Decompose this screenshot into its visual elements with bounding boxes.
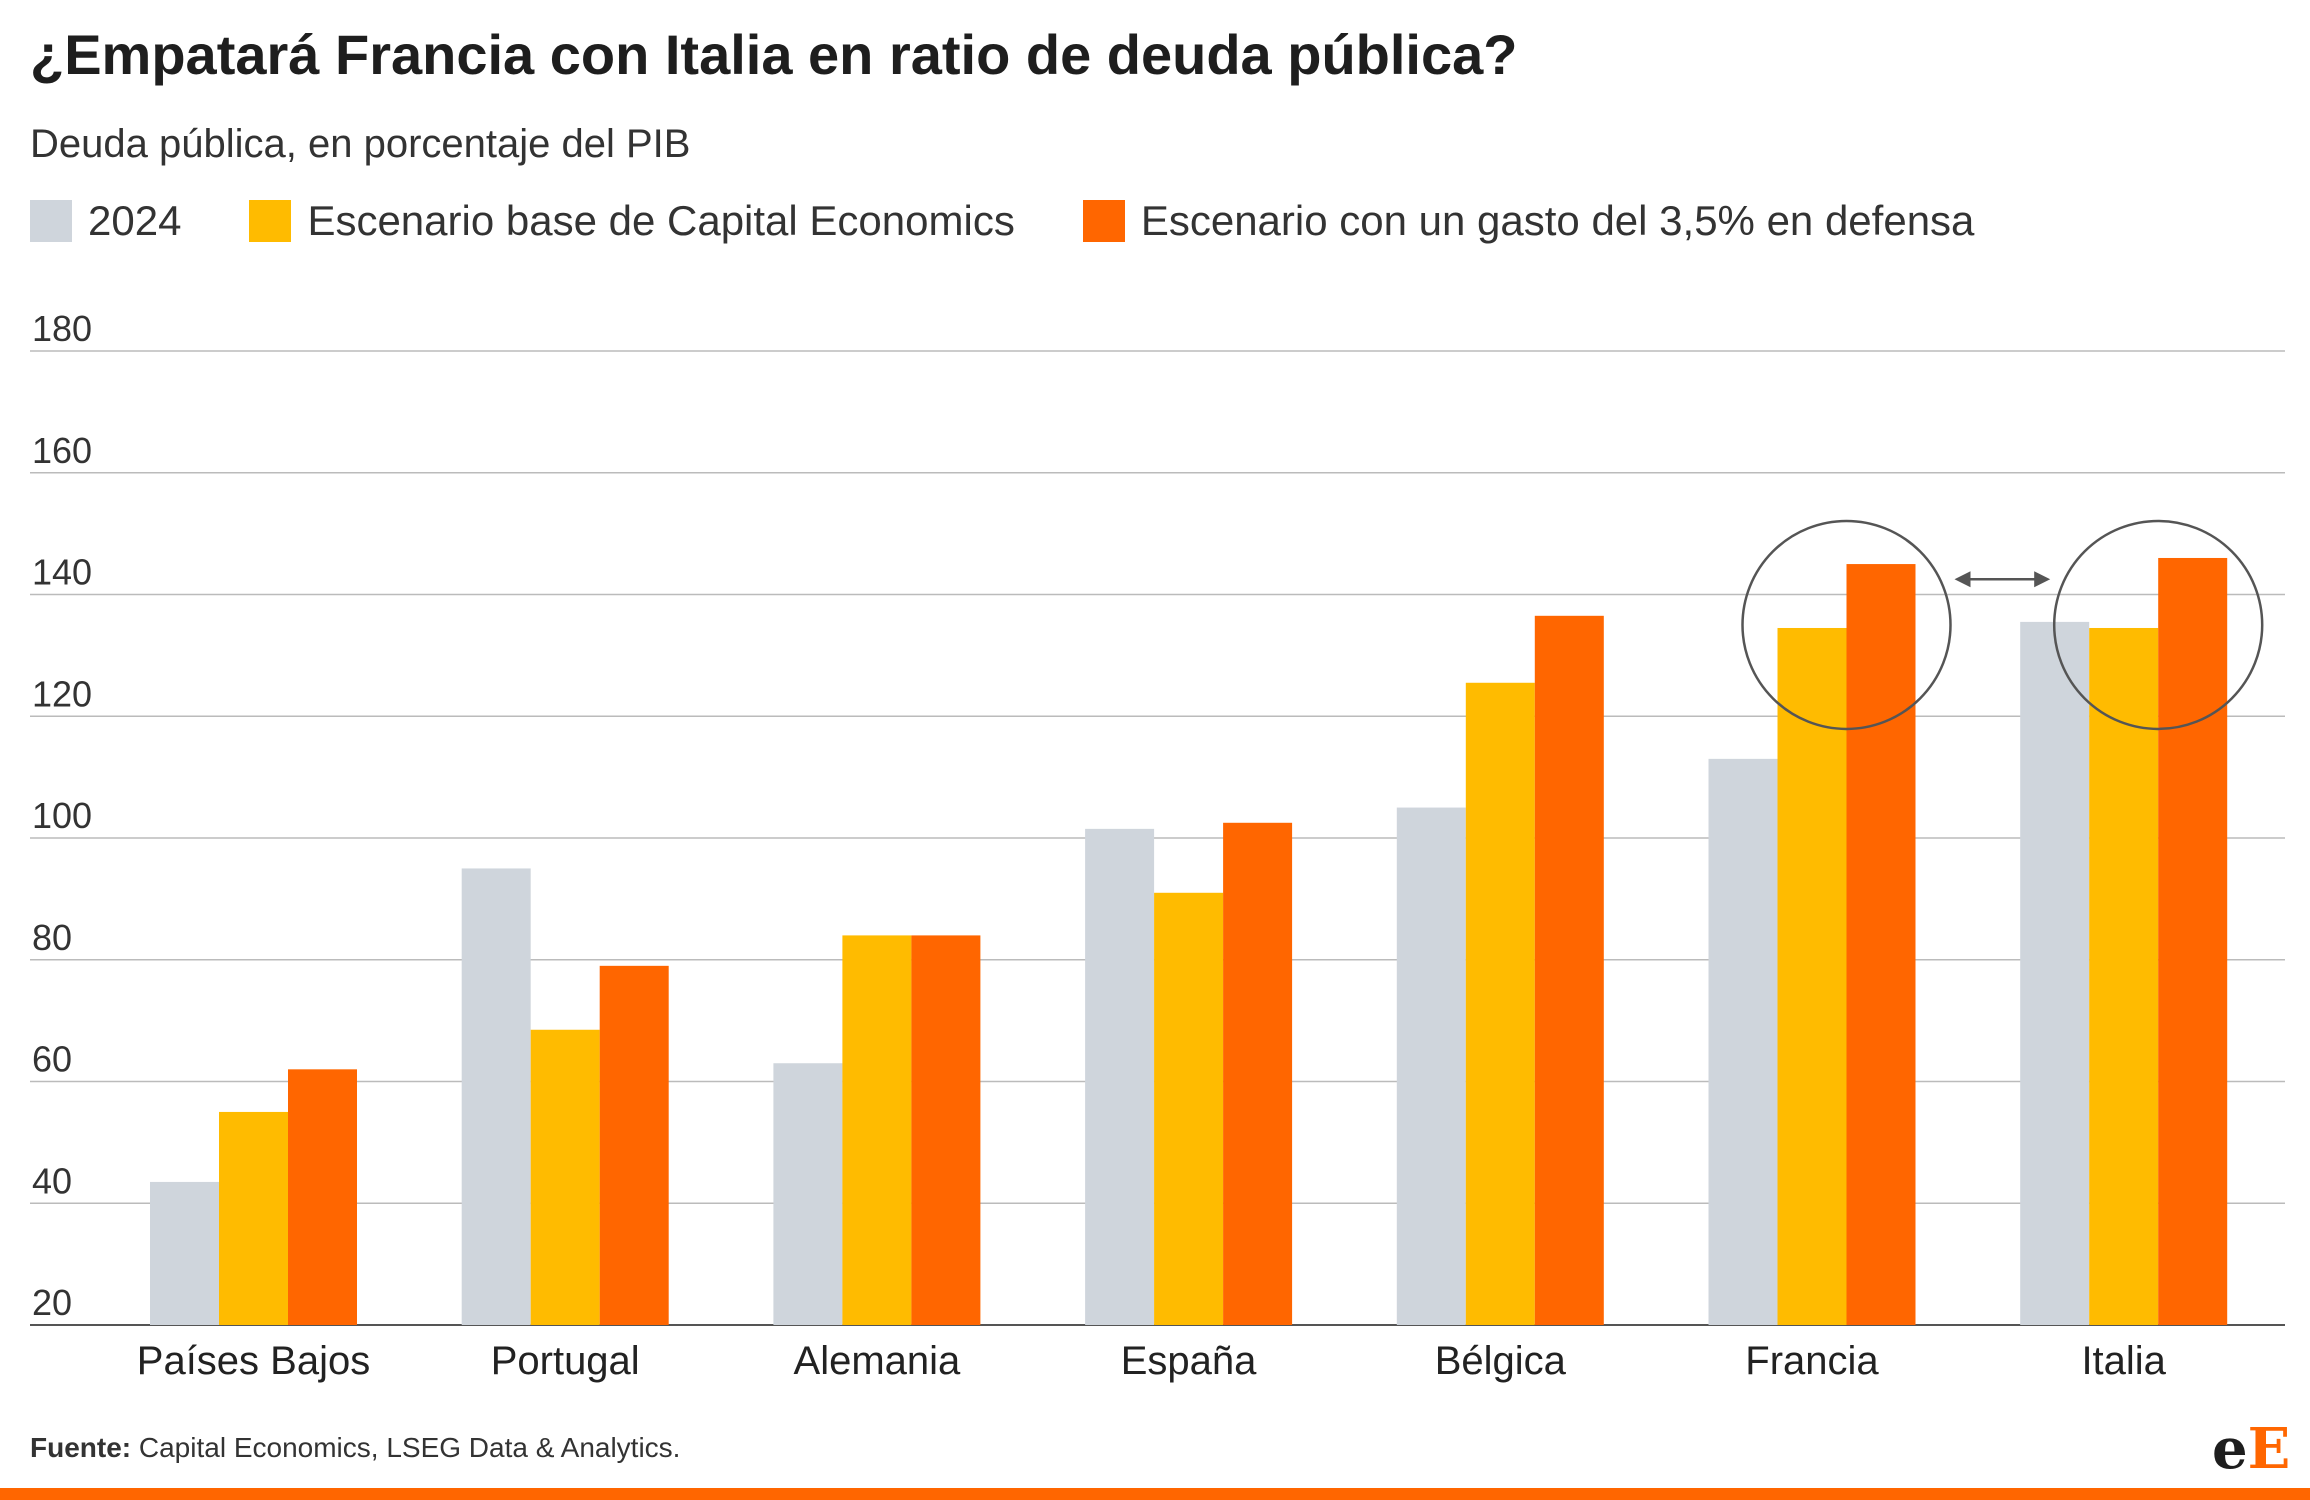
y-tick-label: 120 <box>32 673 92 714</box>
bar <box>1396 807 1466 1325</box>
y-tick-label: 40 <box>32 1160 72 1201</box>
footer-accent-bar <box>0 1488 2310 1500</box>
bar <box>461 868 531 1325</box>
arrow-head-left <box>1954 571 1971 588</box>
chart-subtitle: Deuda pública, en porcentaje del PIB <box>30 122 691 166</box>
y-tick-label: 60 <box>32 1039 72 1080</box>
bar <box>911 935 981 1325</box>
legend-label-defense: Escenario con un gasto del 3,5% en defen… <box>1140 197 1975 244</box>
legend-item-2024: 2024 <box>30 197 181 245</box>
highlight-circle <box>1741 519 1952 731</box>
y-tick-label: 140 <box>32 552 92 593</box>
source-prefix: Fuente: <box>30 1432 132 1463</box>
bar <box>773 1063 843 1325</box>
logo-part-2: E <box>2247 1416 2291 1482</box>
bar <box>1534 615 1604 1325</box>
chart-title: ¿Empatará Francia con Italia en ratio de… <box>30 23 1518 86</box>
bar <box>150 1181 219 1325</box>
y-tick-label: 20 <box>32 1282 72 1323</box>
brand-logo: eE <box>2212 1416 2290 1482</box>
bar <box>2158 557 2228 1325</box>
source-note: Fuente: Capital Economics, LSEG Data & A… <box>30 1432 680 1464</box>
bar <box>219 1111 288 1325</box>
y-tick-label: 100 <box>32 795 92 836</box>
arrow-head-right <box>2034 571 2051 588</box>
x-tick-label: Países Bajos <box>137 1339 370 1383</box>
bar <box>599 965 669 1325</box>
bar <box>1085 828 1155 1325</box>
bar <box>1708 758 1778 1325</box>
x-tick-label: Bélgica <box>1435 1339 1567 1383</box>
legend-item-defense: Escenario con un gasto del 3,5% en defen… <box>1082 197 1975 245</box>
legend-label-2024: 2024 <box>88 197 182 244</box>
bar <box>2089 627 2159 1325</box>
highlight-circle <box>2052 519 2264 731</box>
legend: 2024 Escenario base de Capital Economics… <box>30 196 2042 246</box>
x-tick-label: Francia <box>1745 1339 1879 1383</box>
bar <box>530 1029 600 1325</box>
bar <box>842 935 912 1325</box>
bar <box>1223 822 1293 1325</box>
bar <box>1465 682 1535 1325</box>
y-tick-label: 80 <box>32 917 72 958</box>
legend-swatch-defense <box>1082 200 1125 242</box>
bar <box>1154 892 1224 1325</box>
legend-item-base: Escenario base de Capital Economics <box>249 197 1015 245</box>
x-tick-label: Portugal <box>491 1339 640 1383</box>
source-text: Capital Economics, LSEG Data & Analytics… <box>131 1432 681 1463</box>
bar <box>1846 564 1916 1325</box>
y-tick-label: 160 <box>32 430 92 471</box>
legend-swatch-base <box>249 200 292 242</box>
x-tick-label: Alemania <box>794 1339 962 1383</box>
bar <box>288 1069 357 1325</box>
x-tick-label: España <box>1121 1339 1257 1383</box>
legend-label-base: Escenario base de Capital Economics <box>307 197 1015 244</box>
bar <box>2020 621 2090 1325</box>
bar <box>1777 627 1847 1325</box>
y-tick-label: 180 <box>32 308 92 349</box>
legend-swatch-2024 <box>30 200 72 242</box>
x-tick-label: Italia <box>2081 1339 2166 1383</box>
logo-part-1: e <box>2212 1416 2248 1482</box>
